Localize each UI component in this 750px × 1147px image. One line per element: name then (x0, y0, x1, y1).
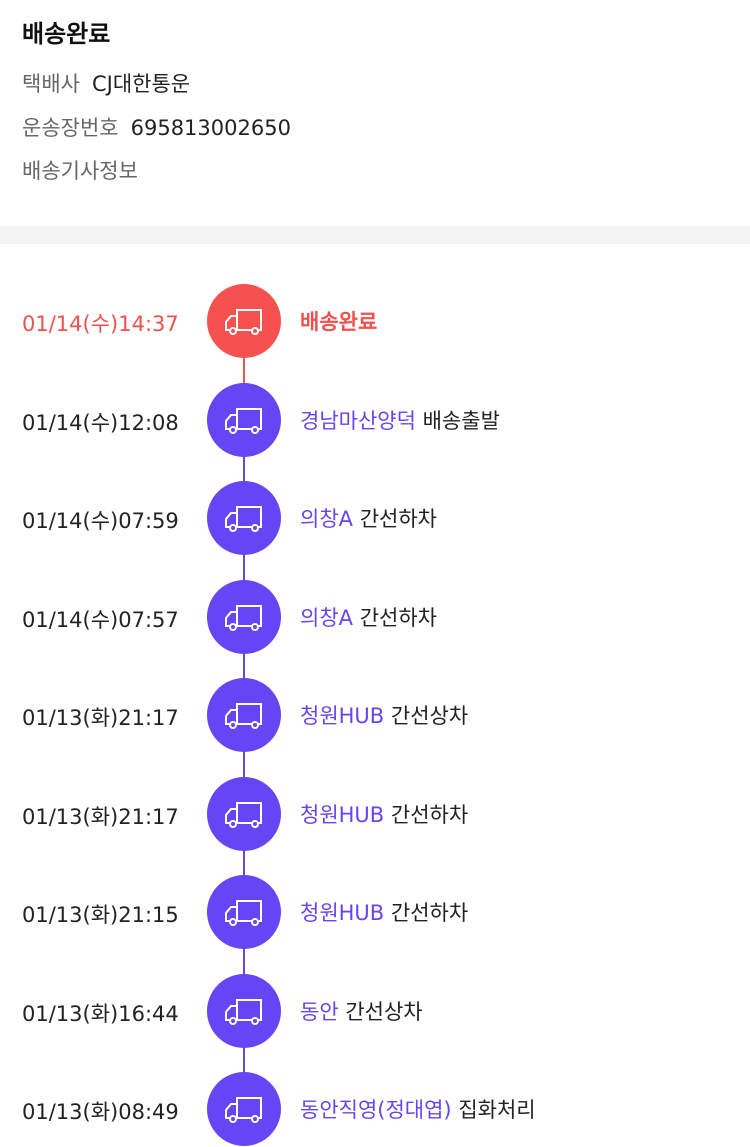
courier-row: 택배사 CJ대한통운 (22, 68, 190, 98)
event-time: 01/13(화)21:17 (22, 804, 179, 829)
event-time: 01/14(수)07:57 (22, 607, 179, 632)
courier-label: 택배사 (22, 72, 80, 96)
timeline-event: 01/14(수)07:59 의창A 간선하차 (0, 481, 750, 555)
truck-icon (207, 382, 281, 457)
event-location: 의창A (300, 605, 354, 630)
event-time: 01/13(화)16:44 (22, 1001, 179, 1026)
event-time: 01/14(수)07:59 (22, 509, 179, 533)
event-time: 01/13(화)08:49 (22, 1100, 179, 1124)
event-status: 간선상차 (390, 704, 469, 728)
timeline-event: 01/13(화)21:17 청원HUB 간선상차 (0, 678, 750, 752)
truck-icon (207, 973, 281, 1048)
truck-icon (207, 284, 281, 358)
event-description: 청원HUB 간선하차 (300, 897, 468, 927)
timeline-connector (243, 518, 245, 617)
timeline-event: 01/13(화)21:15 청원HUB 간선하차 (0, 875, 750, 949)
event-status: 배송완료 (300, 310, 378, 334)
delivery-status-title: 배송완료 (22, 20, 111, 48)
event-location: 청원HUB (300, 802, 385, 827)
truck-icon (207, 875, 281, 949)
event-location: 동안직영(정대엽) (300, 1098, 452, 1122)
event-time: 01/13(화)21:17 (22, 706, 179, 730)
timeline-event: 01/13(화)21:17 청원HUB 간선하차 (0, 776, 750, 851)
timeline-event: 01/13(화)16:44 동안 간선상차 (0, 973, 750, 1048)
courier-value: CJ대한통운 (91, 72, 191, 96)
truck-icon (207, 481, 281, 555)
delivery-summary: 배송완료 택배사 CJ대한통운 운송장번호 695813002650 배송기사정보 (0, 0, 750, 226)
driver-info-link[interactable]: 배송기사정보 (22, 159, 138, 183)
timeline-event: 01/14(수)07:57 의창A 간선하차 (0, 579, 750, 654)
event-description: 의창A 간선하차 (300, 503, 437, 533)
event-description: 청원HUB 간선상차 (300, 700, 468, 730)
event-description: 배송완료 (300, 306, 377, 336)
timeline-connector (243, 321, 245, 420)
truck-icon (207, 776, 281, 851)
timeline-connector (243, 715, 245, 814)
truck-icon (207, 1072, 281, 1146)
timeline-connector (243, 813, 245, 912)
event-description: 경남마산양덕 배송출발 (300, 405, 500, 435)
event-status: 간선하차 (390, 802, 469, 827)
timeline-event: 01/14(수)14:37 배송완료 (0, 284, 750, 358)
timeline-connector (243, 419, 245, 518)
event-description: 의창A 간선하차 (300, 602, 437, 632)
event-status: 배송출발 (422, 408, 500, 433)
timeline-event: 01/14(수)12:08 경남마산양덕 배송출발 (0, 382, 750, 457)
event-description: 동안직영(정대엽) 집화처리 (300, 1094, 536, 1124)
event-description: 청원HUB 간선하차 (300, 799, 468, 829)
tracking-number: 695813002650 (130, 116, 291, 140)
timeline-connector (243, 912, 245, 1011)
event-time: 01/13(화)21:15 (22, 903, 179, 927)
event-location: 동안 (300, 999, 339, 1024)
event-location: 경남마산양덕 (300, 408, 416, 433)
truck-icon (207, 579, 281, 654)
event-status: 간선상차 (345, 999, 423, 1024)
tracking-row: 운송장번호 695813002650 (22, 112, 291, 142)
timeline-connector (243, 616, 245, 715)
event-status: 집화처리 (458, 1098, 536, 1122)
event-time: 01/14(수)14:37 (22, 312, 179, 336)
tracking-label: 운송장번호 (22, 116, 119, 140)
event-location: 청원HUB (300, 704, 385, 728)
event-status: 간선하차 (390, 901, 469, 925)
event-location: 의창A (300, 507, 354, 531)
timeline-connector (243, 1010, 245, 1109)
section-divider (0, 226, 750, 244)
event-status: 간선하차 (359, 507, 437, 531)
event-time: 01/14(수)12:08 (22, 410, 179, 435)
timeline-event: 01/13(화)08:49 동안직영(정대엽) 집화처리 (0, 1072, 750, 1146)
event-status: 간선하차 (359, 605, 437, 630)
event-description: 동안 간선상차 (300, 996, 423, 1026)
event-location: 청원HUB (300, 901, 385, 925)
truck-icon (207, 678, 281, 752)
